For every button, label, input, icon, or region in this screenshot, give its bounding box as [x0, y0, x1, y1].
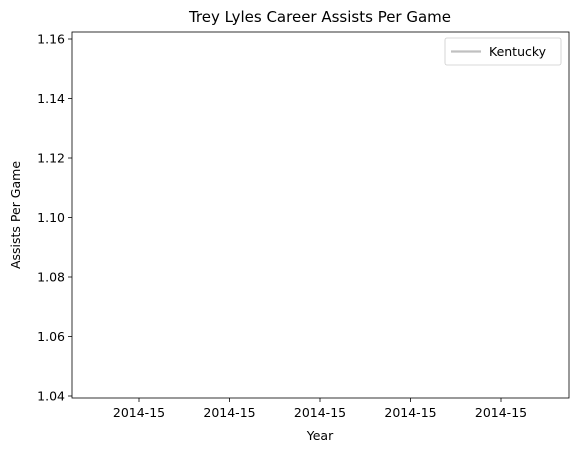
x-tick-label: 2014-15: [294, 405, 346, 420]
y-tick-label: 1.16: [37, 32, 65, 47]
legend: Kentucky: [444, 37, 562, 66]
plot-area: [72, 32, 569, 398]
plot-frame: [71, 31, 570, 399]
y-axis-title: Assists Per Game: [8, 161, 23, 269]
x-tick-label: 2014-15: [113, 405, 165, 420]
legend-label-kentucky: Kentucky: [489, 44, 547, 59]
x-tick-label: 2014-15: [203, 405, 255, 420]
legend-box: [444, 37, 562, 66]
y-tick-label: 1.12: [37, 151, 65, 166]
x-axis-title: Year: [306, 428, 334, 443]
y-tick-label: 1.08: [37, 270, 65, 285]
x-tick-label: 2014-15: [384, 405, 436, 420]
y-axis-ticks: 1.04 1.06 1.08 1.10 1.12 1.14 1.16: [37, 32, 72, 404]
chart-title: Trey Lyles Career Assists Per Game: [188, 8, 451, 26]
y-tick-label: 1.14: [37, 91, 65, 106]
y-tick-label: 1.06: [37, 329, 65, 344]
x-axis-ticks: 2014-15 2014-15 2014-15 2014-15 2014-15: [113, 398, 527, 420]
y-tick-label: 1.10: [37, 210, 65, 225]
x-tick-label: 2014-15: [475, 405, 527, 420]
y-tick-label: 1.04: [37, 389, 65, 404]
